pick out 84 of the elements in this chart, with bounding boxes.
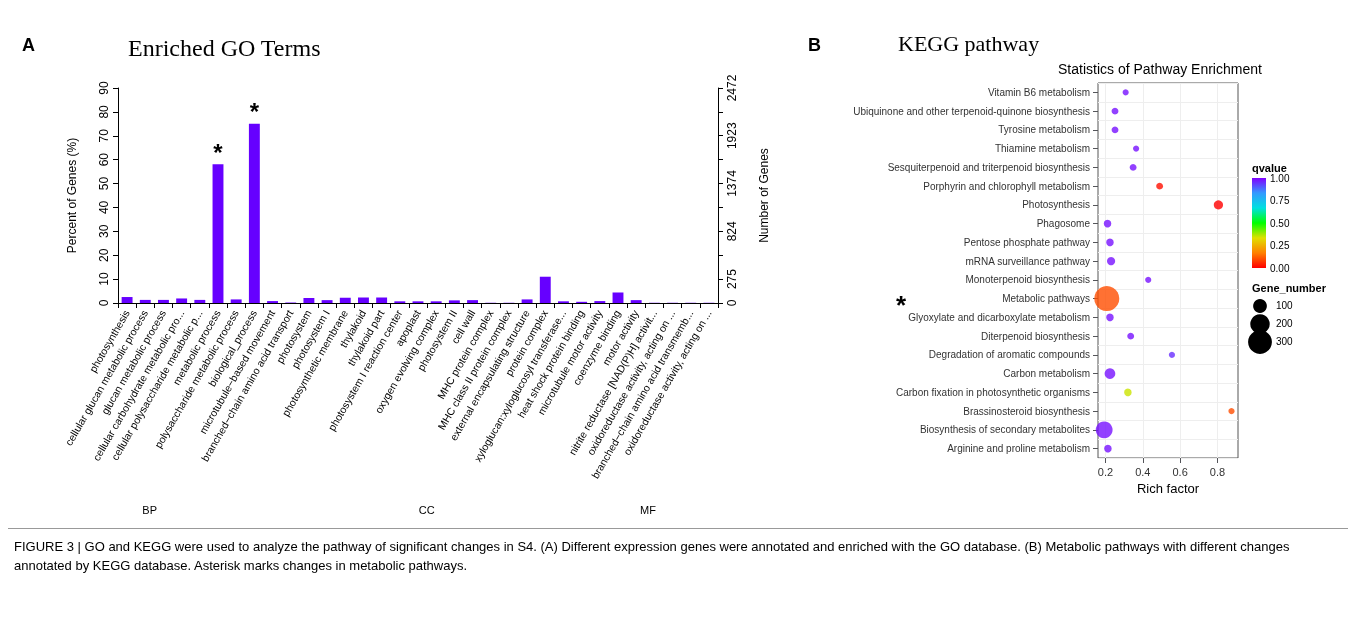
- y2-tick-label: 2472: [725, 74, 739, 102]
- bar: [321, 300, 333, 303]
- bar: [521, 299, 533, 303]
- y-tick-label: 10: [97, 272, 111, 286]
- x-tick-label: 0.4: [1135, 465, 1151, 478]
- y-tick-label: Photosynthesis: [1022, 199, 1090, 211]
- annotation: *: [213, 138, 224, 166]
- text: B: [808, 35, 821, 55]
- y-tick-label: Diterpenoid biosynthesis: [981, 330, 1090, 342]
- bar: [448, 300, 460, 303]
- y-tick-label: 0: [97, 299, 111, 307]
- y2-tick-label: 275: [725, 268, 739, 290]
- text: MF: [640, 503, 657, 516]
- y-tick-label: Phagosome: [1036, 218, 1091, 230]
- text: BP: [142, 503, 157, 516]
- y-tick-label: Pentose phosphate pathway: [963, 236, 1090, 248]
- y-tick-label: Tyrosine metabolism: [998, 124, 1090, 136]
- bar: [539, 276, 551, 303]
- y-tick-label: Metabolic pathways: [1002, 293, 1090, 305]
- y-tick-label: 40: [97, 200, 111, 215]
- y-tick-label: Sesquiterpenoid and triterpenoid biosynthesis: [887, 161, 1090, 173]
- y-tick-label: 80: [97, 104, 111, 119]
- legend-label: 100: [1276, 299, 1294, 311]
- y-tick-label: 30: [97, 224, 111, 239]
- color-bar-label: 1.00: [1270, 172, 1290, 184]
- y2-tick-label: 824: [725, 221, 739, 242]
- bar: [158, 299, 169, 303]
- y-tick-label: 50: [97, 176, 111, 191]
- y-tick-label: Carbon metabolism: [1003, 368, 1090, 380]
- legend-label: 200: [1276, 317, 1294, 329]
- y-tick-label: Carbon fixation in photosynthetic organisms: [896, 386, 1090, 398]
- color-bar-label: 0.50: [1270, 217, 1290, 229]
- y2-axis-title: Number of Genes: [757, 148, 771, 243]
- chart-title: KEGG pathway: [898, 30, 1040, 56]
- y-tick-label: Monoterpenoid biosynthesis: [965, 274, 1090, 286]
- y2-tick-label: 1923: [725, 122, 739, 150]
- bar: [121, 297, 133, 303]
- bar: [248, 123, 260, 303]
- caption: FIGURE 3 | GO and KEGG were used to analyze the pathway of significant changes in S4. (A) Different expression genes were annotated and enriched with the GO database. (B) Metabolic pathways with different changes annotated by KEGG database. Asterisk marks changes in metabolic pathways.: [14, 538, 1291, 575]
- bar: [212, 164, 224, 303]
- bar: [194, 299, 206, 303]
- bar: [467, 300, 478, 303]
- color-bar-label: 0.00: [1270, 262, 1290, 274]
- bar: [358, 297, 369, 303]
- bar: [376, 297, 388, 303]
- bar: [176, 298, 188, 303]
- bar: [139, 299, 151, 303]
- y-tick-label: Ubiquinone and other terpenoid-quinone biosynthesis: [853, 105, 1090, 117]
- y-tick-label: Brassinosteroid biosynthesis: [963, 405, 1090, 417]
- color-bar-label: 0.25: [1270, 240, 1290, 251]
- y-tick-label: Arginine and proline metabolism: [947, 443, 1090, 455]
- y-tick-label: Porphyrin and chlorophyll metabolism: [923, 180, 1090, 192]
- y-tick-label: 70: [97, 128, 111, 143]
- legend-title: Gene_number: [1252, 281, 1327, 294]
- bar: [339, 297, 351, 303]
- text: A: [22, 35, 35, 55]
- x-tick-label: 0.8: [1209, 465, 1226, 478]
- legend-label: 300: [1276, 335, 1294, 347]
- bar: [230, 299, 242, 303]
- bar: [612, 292, 624, 303]
- y-tick-label: Degradation of aromatic compounds: [928, 349, 1090, 361]
- x-tick-label: 0.6: [1172, 465, 1188, 478]
- x-axis-title: Rich factor: [1136, 481, 1200, 496]
- y-tick-label: Glyoxylate and dicarboxylate metabolism: [908, 311, 1090, 323]
- y-tick-label: Vitamin B6 metabolism: [987, 86, 1090, 98]
- x-tick-label: 0.2: [1097, 465, 1114, 478]
- text: CC: [418, 503, 435, 516]
- y-axis-title: Percent of Genes (%): [65, 137, 79, 254]
- color-bar-label: 0.75: [1270, 195, 1290, 206]
- y-tick-label: Biosynthesis of secondary metabolites: [919, 424, 1090, 436]
- text: *: [896, 290, 907, 320]
- bar: [303, 297, 315, 303]
- y-tick-label: 90: [97, 81, 111, 95]
- y-tick-label: 60: [97, 152, 111, 167]
- y-tick-label: mRNA surveillance pathway: [965, 255, 1090, 267]
- y-tick-label: Thiamine metabolism: [994, 143, 1090, 155]
- y2-tick-label: 1374: [725, 169, 739, 197]
- bar: [630, 300, 642, 303]
- y-tick-label: 20: [97, 248, 111, 262]
- chart-title: Enriched GO Terms: [128, 35, 321, 61]
- y2-tick-label: 0: [725, 299, 739, 307]
- annotation: *: [249, 98, 260, 126]
- chart-subtitle: Statistics of Pathway Enrichment: [1058, 61, 1262, 77]
- color-bar-title: qvalue: [1252, 161, 1287, 174]
